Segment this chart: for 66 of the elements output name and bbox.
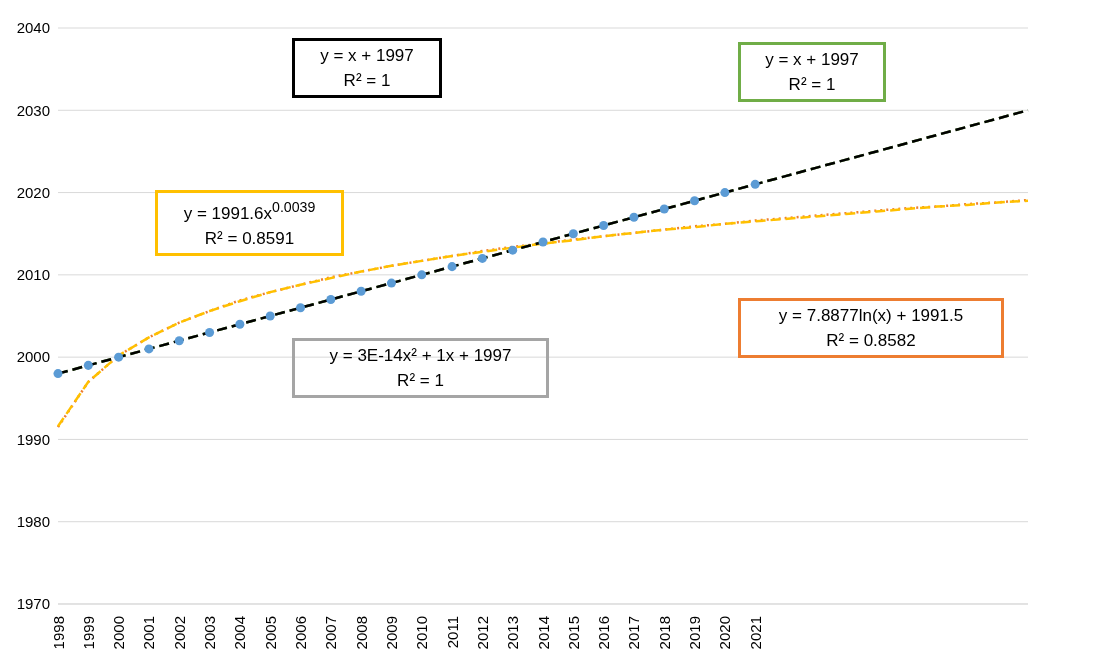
x-tick-label: 2004 — [231, 616, 249, 650]
text-box: y = x + 1997 R² = 1 — [292, 38, 442, 98]
point — [538, 237, 548, 247]
point — [356, 286, 366, 296]
x-tick-label: 2008 — [352, 616, 370, 650]
text-box: y = x + 1997 R² = 1 — [738, 42, 886, 102]
point — [750, 179, 760, 189]
point — [53, 369, 63, 379]
annotation: y = x + 1997 R² = 1 — [764, 49, 860, 96]
y-tick-label: 2040 — [16, 19, 50, 37]
x-tick-label: 2005 — [261, 616, 279, 650]
text-box: y = 1991.6x$^{0.0039}$ R² = 0.8591 — [155, 190, 344, 256]
point — [205, 327, 215, 337]
x-tick-label: 2020 — [716, 616, 734, 650]
text-box: y = 7.8877ln(x) + 1991.5 R² = 0.8582 — [738, 298, 1004, 358]
point — [83, 360, 93, 370]
point — [447, 262, 457, 272]
point — [508, 245, 518, 255]
x-tick-label: 2007 — [322, 616, 340, 650]
annotation: y = 3E-14x² + 1x + 1997 R² = 1 — [328, 345, 513, 392]
point — [174, 336, 184, 346]
x-tick-label: 2016 — [595, 616, 613, 650]
x-tick-label: 2017 — [625, 616, 643, 650]
x-tick-label: 1999 — [79, 616, 97, 650]
point — [720, 188, 730, 198]
x-tick-label: 1998 — [49, 616, 67, 650]
x-tick-label: 2009 — [382, 616, 400, 650]
annotation: y = x + 1997 R² = 1 — [319, 45, 415, 92]
x-tick-label: 2002 — [170, 616, 188, 650]
x-tick-label: 2015 — [564, 616, 582, 650]
y-tick-label: 2020 — [16, 183, 50, 201]
x-tick-label: 2018 — [655, 616, 673, 650]
point — [295, 303, 306, 313]
point — [326, 295, 336, 305]
x-tick-label: 2011 — [443, 616, 461, 649]
x-tick-label: 2001 — [140, 616, 158, 650]
x-tick-label: 2019 — [686, 616, 704, 650]
point — [235, 319, 245, 329]
y-tick-label: 1990 — [16, 430, 50, 448]
x-tick-label: 2000 — [110, 616, 128, 650]
point — [629, 212, 639, 222]
annotation: y = 7.8877ln(x) + 1991.5 R² = 0.8582 — [777, 305, 965, 352]
point — [114, 352, 124, 362]
annotation: y = 1991.6x$^{0.0039}$ R² = 0.8591 — [182, 198, 317, 250]
point — [477, 253, 487, 263]
text-box: y = 3E-14x² + 1x + 1997 R² = 1 — [292, 338, 549, 398]
point — [659, 204, 669, 214]
x-tick-label: 2012 — [473, 616, 491, 650]
y-tick-label: 2000 — [16, 348, 50, 366]
y-tick-label: 1980 — [16, 513, 50, 531]
x-tick-label: 2010 — [413, 616, 431, 650]
x-tick-label: 2021 — [746, 616, 764, 650]
point — [599, 220, 609, 230]
x-tick-label: 2006 — [292, 616, 309, 650]
x-tick-label: 2003 — [201, 616, 219, 650]
y-tick-label: 2010 — [16, 266, 50, 284]
point — [265, 311, 275, 321]
point — [568, 229, 578, 239]
x-tick-label: 2013 — [504, 616, 522, 650]
point — [690, 196, 700, 206]
x-tick-label: 2014 — [534, 616, 552, 650]
y-tick-label: 1970 — [16, 595, 50, 613]
point — [386, 278, 396, 288]
y-tick-label: 2030 — [16, 101, 50, 119]
point — [144, 344, 154, 354]
point — [417, 270, 427, 280]
